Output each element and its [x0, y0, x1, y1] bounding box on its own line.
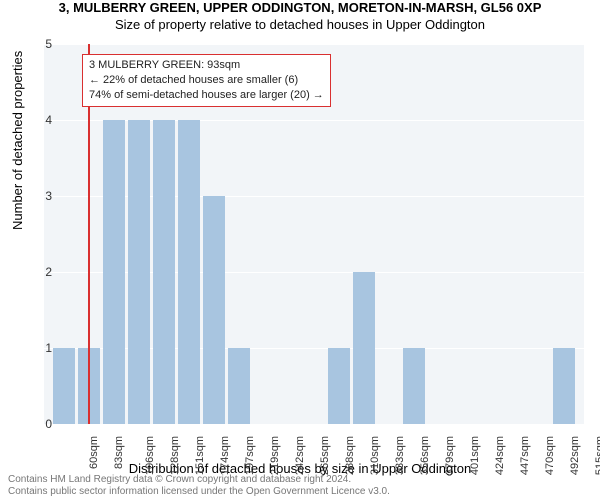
chart-area: 3 MULBERRY GREEN: 93sqm← 22% of detached… — [44, 44, 584, 424]
x-tick-label: 265sqm — [319, 436, 331, 475]
x-tick-label: 310sqm — [369, 436, 381, 475]
y-tick-label: 0 — [45, 417, 52, 431]
bar — [553, 348, 575, 424]
bar — [128, 120, 150, 424]
y-tick-label: 1 — [45, 341, 52, 355]
bar — [328, 348, 350, 424]
y-axis-label: Number of detached properties — [10, 51, 25, 230]
attribution: Contains HM Land Registry data © Crown c… — [8, 474, 592, 498]
annotation-line: ← 22% of detached houses are smaller (6) — [89, 73, 324, 88]
x-tick-label: 447sqm — [519, 436, 531, 475]
x-tick-label: 492sqm — [569, 436, 581, 475]
y-tick-label: 5 — [45, 37, 52, 51]
bar — [353, 272, 375, 424]
y-tick-label: 3 — [45, 189, 52, 203]
bar — [203, 196, 225, 424]
x-tick-label: 197sqm — [244, 436, 256, 475]
x-tick-label: 424sqm — [494, 436, 506, 475]
bar — [178, 120, 200, 424]
annotation-box: 3 MULBERRY GREEN: 93sqm← 22% of detached… — [82, 54, 331, 107]
attribution-line-1: Contains HM Land Registry data © Crown c… — [8, 474, 592, 486]
page-title: 3, MULBERRY GREEN, UPPER ODDINGTON, MORE… — [0, 0, 600, 15]
y-tick-label: 2 — [45, 265, 52, 279]
x-tick-label: 333sqm — [394, 436, 406, 475]
x-tick-label: 151sqm — [194, 436, 206, 475]
x-tick-label: 128sqm — [169, 436, 181, 475]
gridline — [44, 196, 584, 197]
x-tick-label: 470sqm — [544, 436, 556, 475]
x-tick-label: 106sqm — [144, 436, 156, 475]
y-tick-label: 4 — [45, 113, 52, 127]
bar — [103, 120, 125, 424]
x-tick-label: 515sqm — [594, 436, 600, 475]
x-tick-label: 242sqm — [294, 436, 306, 475]
gridline — [44, 44, 584, 45]
attribution-line-2: Contains public sector information licen… — [8, 486, 592, 498]
annotation-line: 3 MULBERRY GREEN: 93sqm — [89, 58, 324, 73]
gridline — [44, 272, 584, 273]
x-tick-label: 219sqm — [269, 436, 281, 475]
x-tick-label: 401sqm — [469, 436, 481, 475]
annotation-line: 74% of semi-detached houses are larger (… — [89, 88, 324, 103]
x-tick-label: 356sqm — [419, 436, 431, 475]
x-tick-label: 60sqm — [88, 436, 100, 469]
bar — [228, 348, 250, 424]
x-tick-label: 174sqm — [219, 436, 231, 475]
gridline — [44, 348, 584, 349]
bar — [403, 348, 425, 424]
gridline — [44, 120, 584, 121]
x-tick-label: 288sqm — [344, 436, 356, 475]
page-subtitle: Size of property relative to detached ho… — [0, 17, 600, 32]
bar — [53, 348, 75, 424]
x-tick-label: 379sqm — [444, 436, 456, 475]
gridline — [44, 424, 584, 425]
bar — [153, 120, 175, 424]
x-tick-label: 83sqm — [113, 436, 125, 469]
